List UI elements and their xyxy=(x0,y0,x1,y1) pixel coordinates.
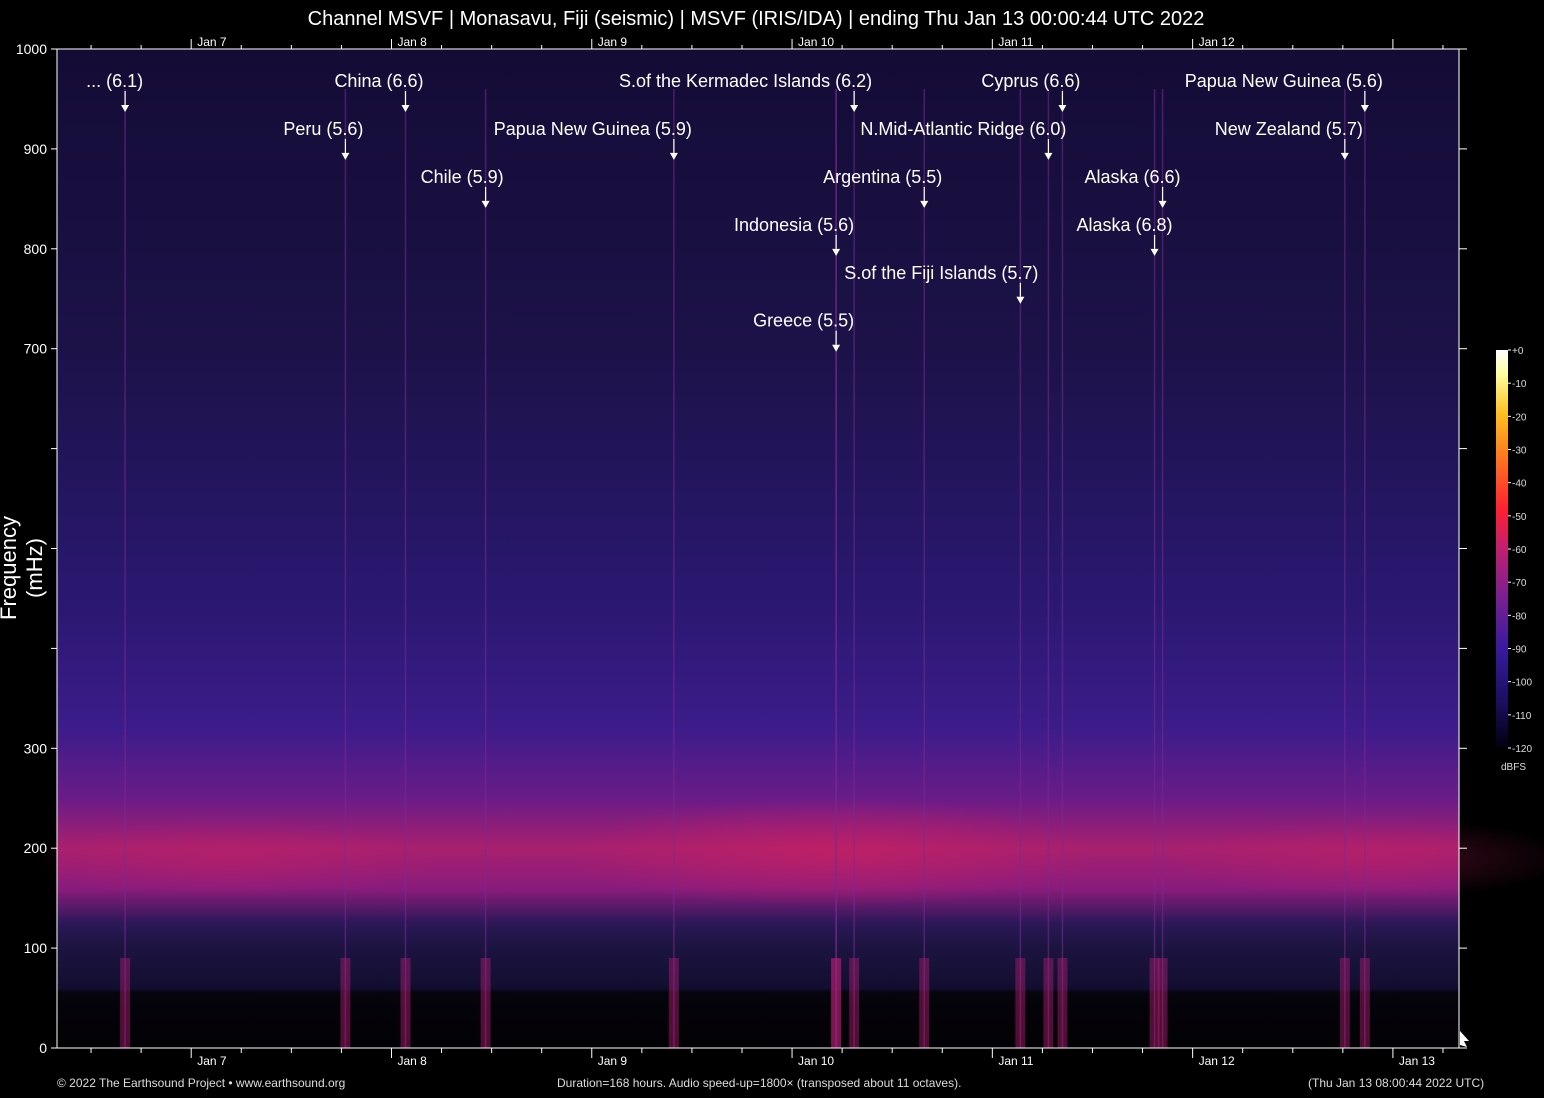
event-arrow-icon xyxy=(1058,104,1067,112)
colorbar-tick-label: +0 xyxy=(1512,346,1524,357)
event-burst xyxy=(400,958,411,1048)
x-tick-label-top: Jan 7 xyxy=(197,35,227,49)
x-tick-label: Jan 8 xyxy=(397,1054,427,1068)
cursor-icon xyxy=(1460,1031,1469,1047)
event-burst xyxy=(340,958,351,1048)
x-tick-label-top: Jan 9 xyxy=(598,35,628,49)
colorbar-unit: dBFS xyxy=(1501,762,1527,773)
event-label: S.of the Fiji Islands (5.7) xyxy=(844,263,1038,283)
event-label: Papua New Guinea (5.9) xyxy=(494,119,692,139)
energy-hotspot xyxy=(1172,818,1544,899)
event-label: ... (6.1) xyxy=(86,71,143,91)
event-arrow-icon xyxy=(121,104,130,112)
x-tick-label: Jan 13 xyxy=(1399,1054,1435,1068)
event-label: Papua New Guinea (5.6) xyxy=(1185,71,1383,91)
x-tick-label: Jan 11 xyxy=(998,1054,1033,1068)
event-label: China (6.6) xyxy=(334,71,423,91)
x-tick-label-top: Jan 11 xyxy=(998,35,1033,49)
event-arrow-icon xyxy=(1044,152,1053,160)
colorbar-tick-label: -60 xyxy=(1512,545,1527,556)
event-label: Alaska (6.8) xyxy=(1077,215,1173,235)
x-tick-label-top: Jan 10 xyxy=(798,35,834,49)
colorbar-tick-label: -20 xyxy=(1512,412,1527,423)
event-arrow-icon xyxy=(481,200,490,208)
y-tick-label: 800 xyxy=(24,241,48,257)
x-tick-label-top: Jan 8 xyxy=(397,35,427,49)
energy-hotspot xyxy=(31,818,432,899)
event-arrow-icon xyxy=(669,152,678,160)
event-label: Alaska (6.6) xyxy=(1085,167,1181,187)
x-tick-label: Jan 7 xyxy=(197,1054,227,1068)
x-tick-label: Jan 10 xyxy=(798,1054,834,1068)
event-burst xyxy=(1157,958,1168,1048)
event-arrow-icon xyxy=(1150,248,1159,256)
event-arrow-icon xyxy=(832,344,841,352)
event-label: Indonesia (5.6) xyxy=(734,215,854,235)
y-tick-label: 0 xyxy=(39,1040,47,1056)
event-burst xyxy=(120,958,131,1048)
energy-hotspot xyxy=(572,798,1093,909)
event-burst xyxy=(1043,958,1054,1048)
event-label: Peru (5.6) xyxy=(283,119,363,139)
event-label: Greece (5.5) xyxy=(753,311,854,331)
event-label: S.of the Kermadec Islands (6.2) xyxy=(619,71,872,91)
y-tick-label: 100 xyxy=(24,940,48,956)
event-label: Cyprus (6.6) xyxy=(981,71,1080,91)
event-burst xyxy=(480,958,491,1048)
y-tick-label: 900 xyxy=(24,141,48,157)
timestamp-text: (Thu Jan 13 08:00:44 2022 UTC) xyxy=(1308,1076,1485,1090)
event-label: N.Mid-Atlantic Ridge (6.0) xyxy=(860,119,1066,139)
event-burst xyxy=(1015,958,1026,1048)
colorbar xyxy=(1496,350,1508,748)
event-arrow-icon xyxy=(920,200,929,208)
x-tick-label: Jan 9 xyxy=(598,1054,628,1068)
chart-title: Channel MSVF | Monasavu, Fiji (seismic) … xyxy=(307,8,1205,30)
colorbar-tick-label: -80 xyxy=(1512,611,1527,622)
colorbar-tick-label: -100 xyxy=(1512,678,1532,689)
event-label: New Zealand (5.7) xyxy=(1215,119,1363,139)
event-burst xyxy=(668,958,679,1048)
x-tick-label: Jan 12 xyxy=(1199,1054,1235,1068)
event-burst xyxy=(1359,958,1370,1048)
copyright-text: © 2022 The Earthsound Project • www.eart… xyxy=(57,1076,346,1090)
event-arrow-icon xyxy=(850,104,859,112)
event-arrow-icon xyxy=(1016,296,1025,304)
event-arrow-icon xyxy=(832,248,841,256)
colorbar-tick-label: -10 xyxy=(1512,379,1527,390)
event-arrow-icon xyxy=(401,104,410,112)
duration-text: Duration=168 hours. Audio speed-up=1800×… xyxy=(557,1076,962,1090)
x-tick-label-top: Jan 12 xyxy=(1199,35,1235,49)
colorbar-tick-label: -90 xyxy=(1512,645,1527,656)
event-arrow-icon xyxy=(1360,104,1369,112)
colorbar-tick-label: -30 xyxy=(1512,446,1527,457)
event-burst xyxy=(1057,958,1068,1048)
y-tick-label: 1000 xyxy=(16,41,47,57)
colorbar-tick-label: -70 xyxy=(1512,578,1527,589)
colorbar-tick-label: -40 xyxy=(1512,479,1527,490)
colorbar-tick-label: -50 xyxy=(1512,512,1527,523)
event-arrow-icon xyxy=(341,152,350,160)
y-axis-label: Frequency (mHz) xyxy=(0,516,47,620)
event-burst xyxy=(919,958,930,1048)
y-tick-label: 300 xyxy=(24,740,48,756)
event-burst xyxy=(849,958,860,1048)
colorbar-tick-label: -110 xyxy=(1512,711,1532,722)
event-burst xyxy=(831,958,842,1048)
event-burst xyxy=(1339,958,1350,1048)
event-arrow-icon xyxy=(1340,152,1349,160)
y-tick-label: 700 xyxy=(24,341,48,357)
event-label: Argentina (5.5) xyxy=(823,167,942,187)
event-arrow-icon xyxy=(1158,200,1167,208)
colorbar-tick-label: -120 xyxy=(1512,744,1532,755)
event-label: Chile (5.9) xyxy=(421,167,504,187)
y-tick-label: 200 xyxy=(24,840,48,856)
event-burst xyxy=(1149,958,1160,1048)
